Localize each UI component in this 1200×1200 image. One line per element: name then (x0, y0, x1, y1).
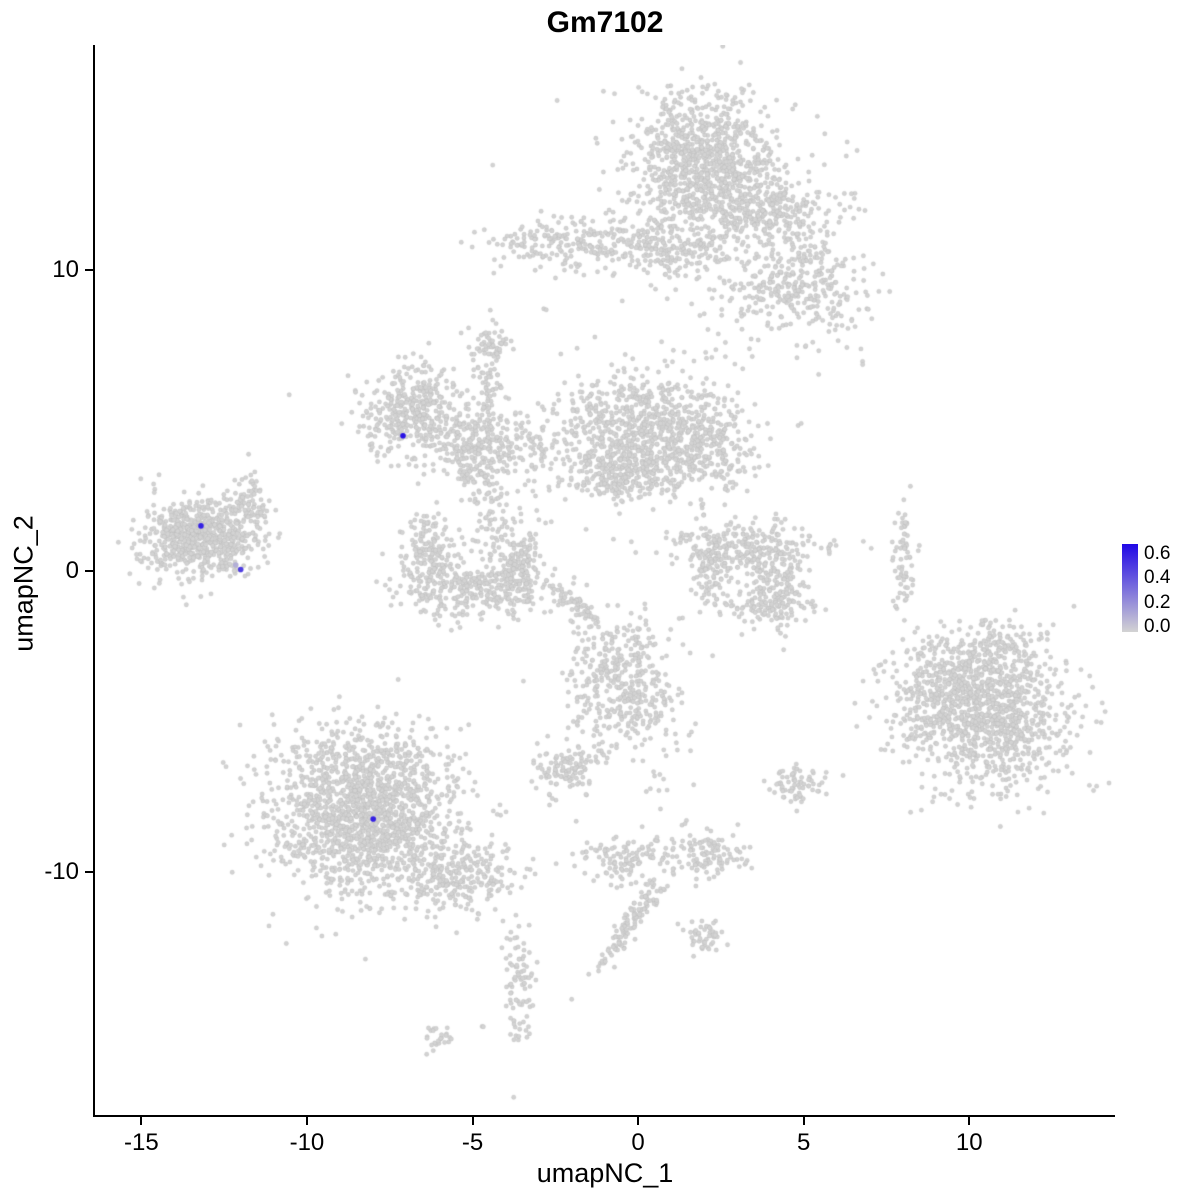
legend-tick-label: 0.0 (1144, 616, 1171, 638)
x-tick-mark (471, 1117, 474, 1125)
x-tick-label: 0 (631, 1129, 645, 1156)
legend-tick-label: 0.6 (1144, 542, 1171, 564)
y-tick-mark (85, 569, 93, 572)
y-axis-line (93, 45, 95, 1117)
x-tick-label: -15 (124, 1129, 159, 1156)
x-tick-mark (305, 1117, 308, 1125)
legend-tick-label: 0.4 (1144, 567, 1171, 589)
plot-title: Gm7102 (546, 6, 664, 39)
expression-legend: 0.6 0.4 0.2 0.0 (1122, 542, 1200, 637)
y-tick-mark (85, 870, 93, 873)
legend-gradient-bar (1122, 544, 1138, 632)
y-tick-label: 0 (65, 556, 79, 584)
x-axis-title: umapNC_1 (536, 1158, 674, 1188)
y-tick-mark (85, 269, 93, 272)
x-tick-label: -5 (461, 1129, 484, 1156)
legend-tick-label: 0.2 (1144, 591, 1171, 613)
y-tick-label: -10 (44, 857, 79, 885)
x-tick-mark (968, 1117, 971, 1125)
x-tick-mark (637, 1117, 640, 1125)
y-axis-title: umapNC_2 (8, 515, 39, 652)
x-tick-label: -10 (289, 1129, 325, 1156)
y-tick-label: 10 (52, 256, 79, 284)
x-tick-label: 10 (955, 1129, 983, 1156)
x-tick-mark (802, 1117, 805, 1125)
x-tick-mark (140, 1117, 143, 1125)
x-tick-label: 5 (797, 1129, 811, 1156)
x-axis-line (93, 1115, 1115, 1117)
umap-scatter-canvas (95, 45, 1115, 1115)
